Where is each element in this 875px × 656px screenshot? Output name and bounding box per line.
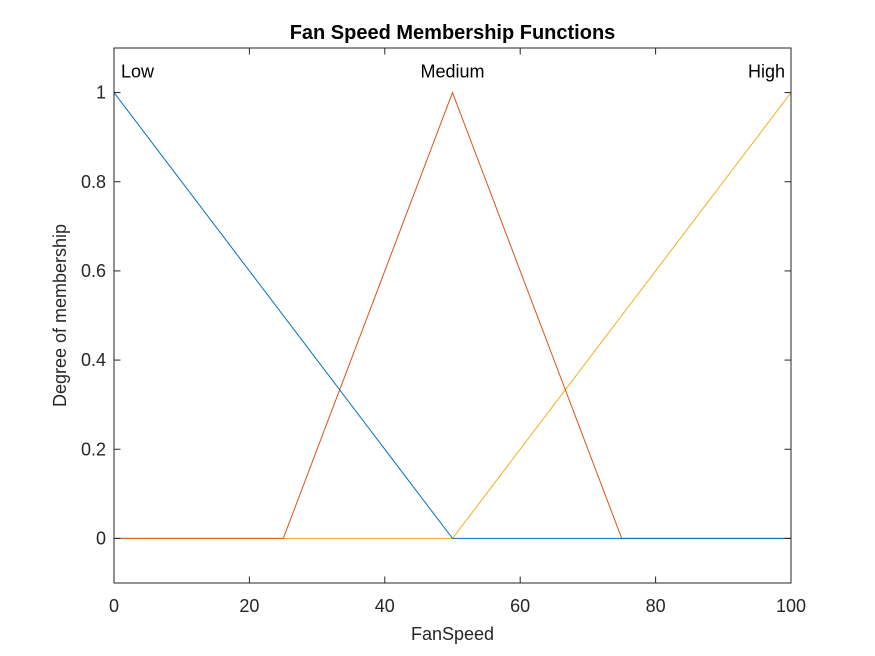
y-tick-label: 0.2	[81, 439, 106, 459]
x-tick-label: 100	[776, 596, 806, 616]
y-axis-title: Degree of membership	[50, 224, 70, 407]
x-tick-label: 40	[375, 596, 395, 616]
mf-label-low: Low	[121, 62, 155, 82]
y-tick-label: 0	[96, 528, 106, 548]
y-tick-label: 0.6	[81, 261, 106, 281]
y-tick-label: 1	[96, 83, 106, 103]
x-axis-title: FanSpeed	[411, 624, 494, 644]
y-tick-label: 0.4	[81, 350, 106, 370]
x-tick-label: 20	[239, 596, 259, 616]
x-tick-label: 60	[510, 596, 530, 616]
x-tick-label: 0	[109, 596, 119, 616]
x-tick-label: 80	[646, 596, 666, 616]
axes-box	[113, 47, 792, 584]
axes-background	[114, 48, 791, 583]
series-layer	[113, 91, 792, 539]
mf-label-layer: Low Medium High	[121, 62, 785, 82]
mf-label-high: High	[748, 62, 785, 82]
tick-layer: 0 20 40 60 80 100 0 0.2 0.4 0.6 0.8 1	[81, 48, 806, 616]
y-tick-label: 0.8	[81, 172, 106, 192]
chart-title: Fan Speed Membership Functions	[290, 22, 616, 44]
series-line-low	[113, 92, 791, 539]
mf-label-medium: Medium	[420, 62, 484, 82]
